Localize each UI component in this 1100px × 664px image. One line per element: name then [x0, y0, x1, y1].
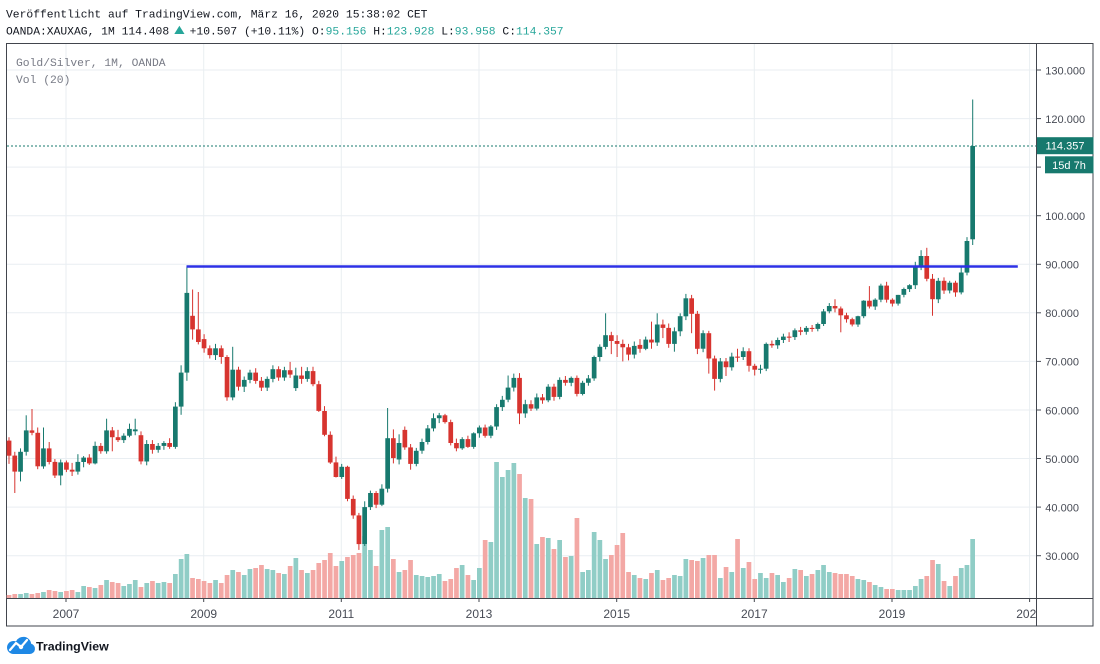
svg-text:80.000: 80.000	[1045, 308, 1079, 320]
svg-text:90.000: 90.000	[1045, 260, 1079, 272]
svg-text:93.958: 93.958	[455, 27, 496, 39]
svg-text:123.928: 123.928	[387, 27, 435, 39]
svg-text:C:: C:	[502, 27, 516, 39]
svg-text:TradingView: TradingView	[36, 640, 109, 654]
svg-text:130.000: 130.000	[1045, 65, 1085, 77]
svg-text:15d 7h: 15d 7h	[1052, 160, 1086, 172]
svg-text:114.357: 114.357	[1046, 141, 1085, 153]
svg-text:60.000: 60.000	[1045, 405, 1079, 417]
svg-text:H:: H:	[373, 27, 387, 39]
svg-text:2021: 2021	[1016, 607, 1043, 621]
svg-text:Gold/Silver, 1M, OANDA: Gold/Silver, 1M, OANDA	[16, 58, 166, 70]
svg-text:2013: 2013	[466, 607, 493, 621]
svg-text:OANDA:XAUXAG, 1M 114.408: OANDA:XAUXAG, 1M 114.408	[6, 27, 169, 39]
svg-text:40.000: 40.000	[1045, 502, 1079, 514]
svg-text:100.000: 100.000	[1045, 211, 1085, 223]
svg-text:Vol (20): Vol (20)	[16, 75, 70, 87]
svg-text:50.000: 50.000	[1045, 454, 1079, 466]
svg-text:114.357: 114.357	[516, 27, 564, 39]
svg-text:+10.507 (+10.11%): +10.507 (+10.11%)	[190, 27, 306, 39]
svg-text:2015: 2015	[603, 607, 630, 621]
svg-text:2007: 2007	[53, 607, 80, 621]
svg-text:2019: 2019	[879, 607, 906, 621]
svg-text:Veröffentlicht auf TradingView: Veröffentlicht auf TradingView.com, März…	[6, 10, 428, 22]
svg-text:120.000: 120.000	[1045, 114, 1085, 126]
svg-text:2011: 2011	[328, 607, 354, 621]
svg-text:L:: L:	[441, 27, 455, 39]
svg-text:95.156: 95.156	[326, 27, 367, 39]
svg-text:O:: O:	[312, 27, 326, 39]
svg-text:2009: 2009	[190, 607, 217, 621]
svg-text:30.000: 30.000	[1045, 551, 1079, 563]
svg-text:2017: 2017	[741, 607, 768, 621]
svg-text:70.000: 70.000	[1045, 357, 1079, 369]
